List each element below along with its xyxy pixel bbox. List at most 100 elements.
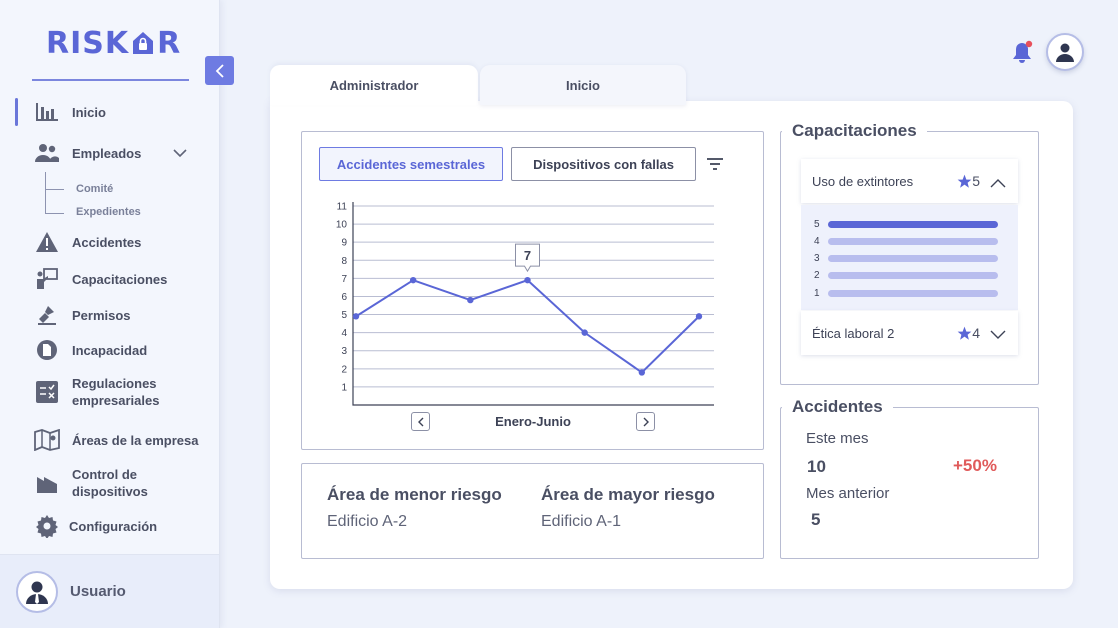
sidebar-item-incapacidad[interactable]: Incapacidad <box>34 338 147 362</box>
chevron-down-icon[interactable] <box>990 328 1006 339</box>
chevron-up-icon[interactable] <box>990 176 1006 188</box>
change-percent: +50% <box>953 456 997 475</box>
sidebar-item-areas[interactable]: Áreas de la empresa <box>34 428 198 452</box>
sidebar-item-accidentes[interactable]: Accidentes <box>34 230 141 254</box>
data-point[interactable] <box>409 276 417 284</box>
rating-bar <box>828 289 998 297</box>
data-point[interactable] <box>581 329 588 336</box>
data-point[interactable] <box>638 369 646 376</box>
mes-anterior-value: 5 <box>811 510 821 529</box>
sidebar-item-label: Áreas de la empresa <box>72 432 199 448</box>
data-point[interactable] <box>695 313 703 320</box>
chart-prev-button[interactable] <box>411 412 430 431</box>
rating-label: 5 <box>814 218 820 230</box>
course-name: Ética laboral 2 <box>812 325 895 341</box>
y-tick-label: 10 <box>336 220 348 231</box>
accidentes-card <box>780 407 1039 559</box>
line-chart: 1 2 3 4 5 6 7 8 9 10 11 7 <box>336 202 714 406</box>
sidebar-item-dispositivos[interactable]: Control de dispositivos <box>34 466 172 500</box>
rating-bar <box>828 220 998 228</box>
avatar[interactable] <box>16 570 58 613</box>
y-tick-label: 11 <box>337 202 348 213</box>
sidebar-item-label: Accidentes <box>72 234 142 250</box>
este-mes-label: Este mes <box>806 430 869 447</box>
stamp-icon <box>34 303 60 327</box>
collapse-sidebar-button[interactable] <box>205 56 234 85</box>
chevron-right-icon <box>643 417 649 426</box>
data-point[interactable] <box>352 313 360 320</box>
chart-card <box>301 131 764 450</box>
capacitaciones-title: Capacitaciones <box>782 121 927 141</box>
tab-administrador[interactable]: Administrador <box>270 65 478 105</box>
sidebar-item-label: Empleados <box>72 145 142 161</box>
course-name: Uso de extintores <box>812 173 914 189</box>
series-line <box>355 279 700 374</box>
course-item-extintores[interactable]: Uso de extintores 5 <box>801 159 1018 203</box>
tab-inicio[interactable]: Inicio <box>480 65 686 105</box>
gear-icon <box>34 514 60 538</box>
risk-card <box>301 463 764 559</box>
low-risk-title: Área de menor riesgo <box>327 485 502 504</box>
users-icon <box>34 141 60 165</box>
sidebar-item-label: Configuración <box>69 518 158 534</box>
rating-distribution: 5 4 3 2 1 <box>801 205 1018 310</box>
course-rating-value: 4 <box>972 325 980 341</box>
presentation-icon <box>34 267 60 291</box>
chevron-left-icon <box>215 63 224 78</box>
sidebar-item-inicio[interactable]: Inicio <box>34 100 106 124</box>
data-point[interactable] <box>467 296 474 304</box>
warning-icon <box>34 230 60 254</box>
rating-label: 1 <box>814 287 820 299</box>
low-risk-value: Edificio A-2 <box>327 513 408 530</box>
sidebar-item-empleados[interactable]: Empleados <box>34 141 187 165</box>
rating-row: 1 <box>801 287 1018 299</box>
sidebar-item-configuracion[interactable]: Configuración <box>34 514 157 538</box>
course-item-etica[interactable]: Ética laboral 2 4 <box>801 311 1018 355</box>
sidebar-item-label: Control de dispositivos <box>72 467 148 499</box>
notifications-bell-icon[interactable] <box>1011 40 1033 64</box>
chevron-down-icon[interactable] <box>173 148 187 158</box>
logo-text-end: R <box>157 25 182 61</box>
accidentes-title: Accidentes <box>782 397 893 417</box>
rating-row: 2 <box>801 269 1018 281</box>
course-rating: 5 <box>957 173 980 189</box>
user-icon <box>26 581 48 604</box>
chart-next-button[interactable] <box>636 412 655 431</box>
map-icon <box>34 428 60 452</box>
user-profile[interactable]: Usuario <box>0 554 219 628</box>
mes-anterior-label: Mes anterior <box>806 485 890 502</box>
y-tick-label: 8 <box>341 256 347 267</box>
rating-bar <box>828 271 998 279</box>
user-name: Usuario <box>70 583 126 600</box>
sidebar-item-regulaciones[interactable]: Regulaciones empresariales <box>34 375 172 409</box>
checklist-icon <box>34 380 60 404</box>
rating-label: 2 <box>814 269 820 281</box>
course-rating: 4 <box>957 325 980 341</box>
rating-row: 3 <box>801 252 1018 264</box>
logo[interactable]: RISK R <box>46 25 180 61</box>
dispositivos-fallas-button[interactable]: Dispositivos con fallas <box>511 147 696 181</box>
header-avatar[interactable] <box>1046 33 1084 71</box>
y-tick-label: 3 <box>341 346 347 357</box>
sidebar-item-permisos[interactable]: Permisos <box>34 303 131 327</box>
accidentes-semestrales-button[interactable]: Accidentes semestrales <box>319 147 503 181</box>
data-point[interactable] <box>524 276 531 284</box>
star-icon <box>957 326 972 340</box>
rating-label: 3 <box>814 252 820 264</box>
filter-icon[interactable] <box>706 157 724 171</box>
logo-divider <box>32 79 189 81</box>
tooltip-value: 7 <box>524 248 531 263</box>
chart-tooltip: 7 <box>515 243 540 273</box>
rating-row: 4 <box>801 235 1018 247</box>
y-tick-label: 1 <box>341 382 347 393</box>
logo-text: RISK <box>46 25 130 61</box>
sidebar-subitem-expedientes[interactable]: Expedientes <box>76 206 141 218</box>
rating-row: 5 <box>801 218 1018 230</box>
rating-label: 4 <box>814 235 820 247</box>
chart-x-label: Enero-Junio <box>495 414 571 429</box>
y-tick-label: 2 <box>341 364 347 375</box>
y-tick-label: 4 <box>341 328 347 339</box>
sidebar-item-capacitaciones[interactable]: Capacitaciones <box>34 267 167 291</box>
este-mes-value: 10 <box>807 457 826 476</box>
sidebar-subitem-comite[interactable]: Comité <box>76 183 114 195</box>
